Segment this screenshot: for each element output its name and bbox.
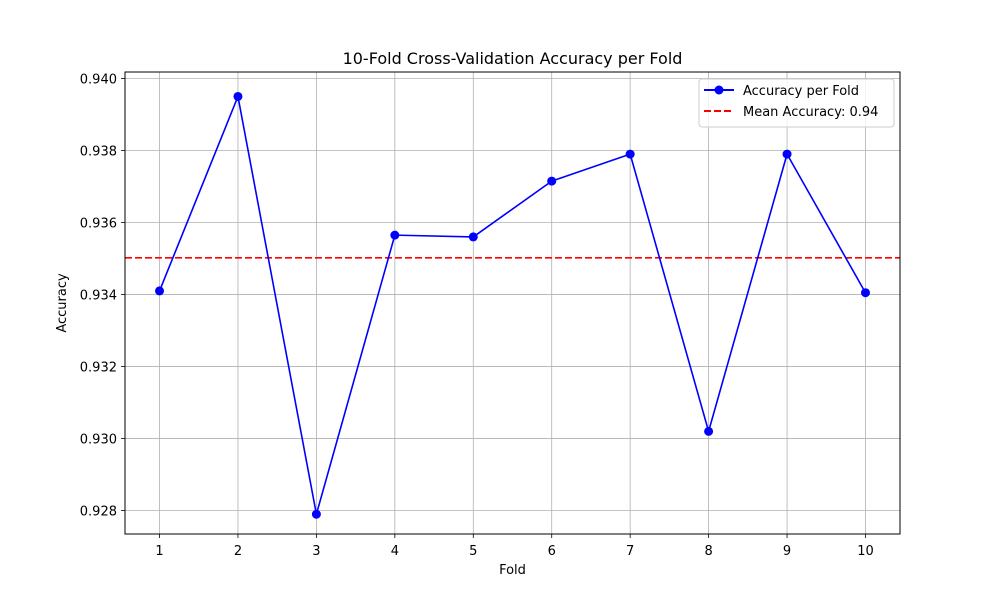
legend: Accuracy per Fold Mean Accuracy: 0.94 xyxy=(698,78,895,128)
x-tick-label: 4 xyxy=(391,544,399,559)
x-tick-label: 7 xyxy=(626,544,634,559)
series-group xyxy=(155,91,870,519)
accuracy-point xyxy=(547,176,557,186)
grid-lines xyxy=(125,72,900,534)
x-tick-label: 1 xyxy=(155,544,163,559)
x-axis-ticks: 1 2 3 4 5 6 7 8 9 10 xyxy=(155,534,874,559)
x-tick-label: 6 xyxy=(548,544,556,559)
y-tick-label: 0.936 xyxy=(80,217,117,232)
accuracy-point xyxy=(155,286,165,296)
accuracy-point xyxy=(311,509,321,519)
chart-title: 10-Fold Cross-Validation Accuracy per Fo… xyxy=(343,49,683,68)
y-tick-label: 0.930 xyxy=(80,433,117,448)
accuracy-point xyxy=(625,149,635,159)
x-axis-title: Fold xyxy=(499,563,526,578)
x-tick-label: 2 xyxy=(234,544,242,559)
accuracy-point xyxy=(390,230,400,240)
accuracy-point xyxy=(468,232,478,242)
y-axis-title: Accuracy xyxy=(55,273,70,333)
x-tick-label: 3 xyxy=(312,544,320,559)
x-tick-label: 9 xyxy=(783,544,791,559)
y-tick-label: 0.934 xyxy=(80,289,117,304)
y-tick-label: 0.938 xyxy=(80,145,117,160)
y-tick-label: 0.932 xyxy=(80,361,117,376)
accuracy-point xyxy=(704,426,714,436)
y-axis-ticks: 0.928 0.930 0.932 0.934 0.936 0.938 0.940 xyxy=(80,72,125,520)
legend-label-mean: Mean Accuracy: 0.94 xyxy=(743,105,878,120)
legend-swatch-accuracy-marker xyxy=(714,85,724,95)
accuracy-series-line xyxy=(158,95,867,515)
x-tick-label: 5 xyxy=(469,544,477,559)
y-tick-label: 0.940 xyxy=(80,72,117,87)
accuracy-point xyxy=(860,288,870,298)
plot-area-frame xyxy=(124,71,901,535)
accuracy-point xyxy=(782,149,792,159)
accuracy-point xyxy=(233,91,243,101)
x-tick-label: 10 xyxy=(857,544,874,559)
legend-label-accuracy: Accuracy per Fold xyxy=(743,84,859,99)
legend-box xyxy=(698,78,895,128)
x-tick-label: 8 xyxy=(704,544,712,559)
y-tick-label: 0.928 xyxy=(80,505,117,520)
